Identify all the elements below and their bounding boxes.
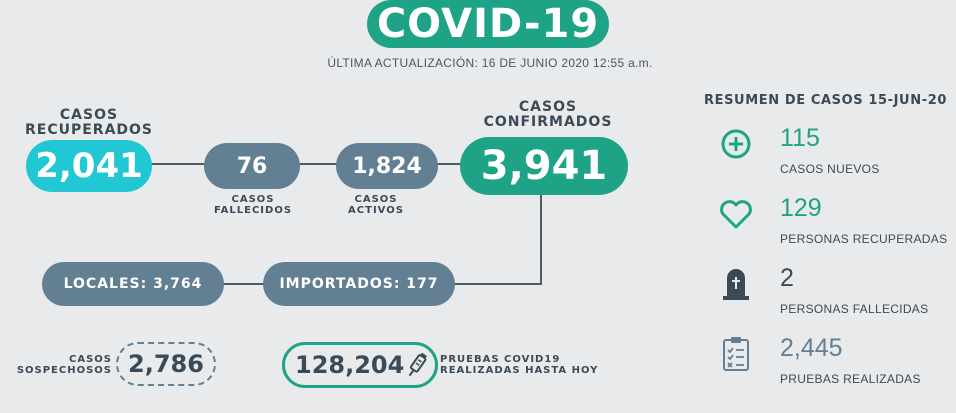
page-title: COVID-19: [367, 0, 609, 48]
tests-total-value: 128,204: [295, 351, 405, 379]
plus-circle-icon: [720, 128, 752, 164]
confirmed-label: CASOS CONFIRMADOS: [483, 99, 613, 130]
connector-line: [436, 163, 466, 165]
tests-total-label: PRUEBAS COVID19 REALIZADAS HASTA HOY: [440, 354, 599, 376]
deaths-value: 76: [204, 143, 300, 189]
suspected-value: 2,786: [116, 342, 216, 386]
recovered-label: CASOS RECUPERADOS: [24, 107, 154, 138]
new-cases-value: 115: [780, 124, 820, 152]
active-value: 1,824: [336, 143, 438, 189]
connector-line: [454, 283, 542, 285]
new-cases-label: CASOS NUEVOS: [780, 162, 880, 176]
connector-line: [150, 163, 210, 165]
suspected-label: CASOS SOSPECHOSOS: [16, 354, 112, 376]
tests-total-pill: 128,204: [282, 342, 438, 388]
connector-line: [298, 163, 340, 165]
connector-line: [540, 192, 542, 284]
deaths-today-label: PERSONAS FALLECIDAS: [780, 302, 929, 316]
recovered-today-value: 129: [780, 194, 822, 222]
clipboard-checklist-icon: [720, 336, 752, 376]
active-label: CASOS ACTIVOS: [348, 194, 404, 216]
deaths-today-value: 2: [780, 264, 794, 292]
last-updated-text: ÚLTIMA ACTUALIZACIÓN: 16 DE JUNIO 2020 1…: [327, 56, 653, 70]
tombstone-icon: [720, 266, 752, 306]
recovered-value: 2,041: [26, 140, 152, 192]
heart-icon: [718, 198, 754, 234]
confirmed-value: 3,941: [460, 137, 628, 195]
connector-line: [222, 283, 266, 285]
syringe-icon: [406, 350, 428, 380]
imported-cases-pill: IMPORTADOS: 177: [263, 262, 455, 306]
local-cases-pill: LOCALES: 3,764: [42, 262, 224, 306]
summary-title: RESUMEN DE CASOS 15-JUN-20: [704, 93, 947, 108]
tests-today-value: 2,445: [780, 334, 843, 362]
tests-today-label: PRUEBAS REALIZADAS: [780, 372, 921, 386]
recovered-today-label: PERSONAS RECUPERADAS: [780, 232, 948, 246]
deaths-label: CASOS FALLECIDOS: [213, 194, 293, 216]
